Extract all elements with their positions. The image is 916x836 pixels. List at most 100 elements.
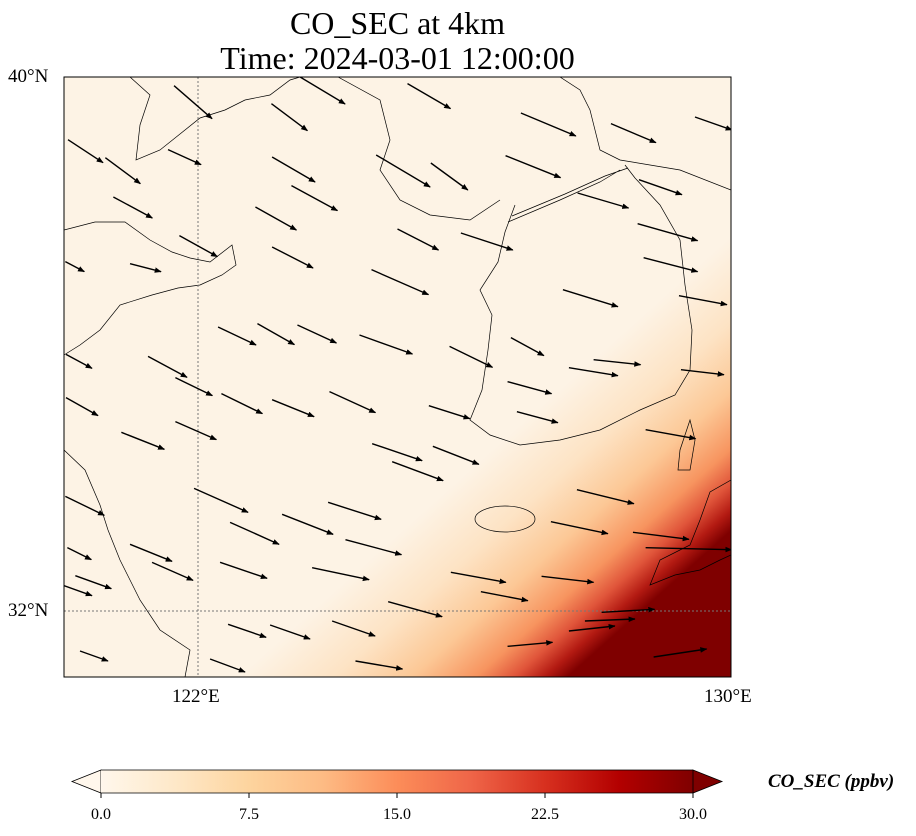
wind-vector-arrow [480, 590, 529, 603]
chart-subtitle-time: Time: 2024-03-01 12:00:00 [220, 40, 575, 76]
colorbar-gradient [101, 770, 693, 793]
wind-vector-arrow [311, 566, 370, 582]
wind-vector-arrow [568, 366, 619, 378]
wind-vector-arrow [219, 561, 268, 579]
wind-vector-arrow [645, 428, 697, 441]
colorbar-tick-label: 0.0 [91, 806, 111, 823]
wind-vector-arrow [79, 650, 109, 662]
wind-vector-arrow [269, 624, 311, 640]
wind-vector-arrow [104, 157, 141, 185]
wind-vector-arrow [643, 256, 699, 273]
wind-vector-arrow [428, 404, 471, 420]
wind-vector-arrow [355, 660, 404, 671]
wind-vector-arrow [179, 235, 219, 258]
wind-vector-arrow [638, 179, 683, 196]
chart-title: CO_SEC at 4km [289, 5, 506, 41]
wind-vector-arrow [271, 399, 315, 418]
wind-vector-arrow [331, 620, 376, 637]
wind-vector-arrow [175, 421, 218, 441]
wind-vector-arrow [75, 575, 112, 590]
wind-vector-arrow [397, 228, 440, 251]
wind-vector-arrow [175, 377, 214, 397]
wind-vector-arrow [637, 222, 699, 242]
wind-vector-arrow [520, 112, 577, 137]
concentration-field [64, 77, 731, 677]
wind-vector-arrow [271, 103, 308, 132]
wind-vector-arrow [227, 623, 267, 638]
wind-vector-arrow [193, 487, 249, 513]
wind-vector-arrow [65, 353, 93, 369]
wind-vector-arrow [113, 196, 153, 219]
colorbar-extend-max [692, 769, 724, 794]
colorbar-tick-label: 22.5 [531, 806, 559, 823]
colorbar-tick-label: 7.5 [239, 806, 259, 823]
wind-vector-arrow [550, 520, 609, 536]
wind-vector-arrow [329, 391, 377, 414]
wind-vector-arrow [291, 185, 339, 212]
wind-vectors [64, 77, 731, 673]
wind-vector-arrow [327, 501, 382, 521]
lon-label-122e: 122°E [172, 686, 220, 707]
wind-vector-arrow [507, 380, 553, 395]
wind-vector-arrow [407, 83, 452, 110]
map-plot-area [64, 77, 731, 677]
wind-vector-arrow [449, 345, 494, 368]
gridlines [64, 77, 731, 677]
wind-vector-arrow [129, 262, 162, 273]
wind-vector-arrow [167, 149, 202, 166]
wind-vector-arrow [147, 355, 188, 378]
wind-vector-arrow [371, 269, 430, 296]
wind-vector-arrow [541, 575, 595, 585]
wind-vector-arrow [281, 513, 334, 535]
wind-vector-arrow [345, 538, 403, 556]
map-frame [63, 76, 732, 678]
wind-vector-arrow [577, 192, 630, 209]
lat-label-40n: 40°N [8, 66, 49, 87]
wind-vector-arrow [255, 206, 298, 231]
wind-vector-arrow [67, 139, 104, 164]
wind-vector-arrow [371, 443, 423, 462]
wind-vector-arrow [593, 358, 642, 367]
wind-vector-arrow [271, 246, 314, 269]
wind-vector-arrow [601, 606, 656, 614]
wind-vector-arrow [694, 116, 731, 131]
wind-vector-arrow [645, 546, 731, 553]
wind-vector-arrow [221, 393, 264, 415]
colorbar-tick-label: 15.0 [383, 806, 411, 823]
wind-vector-arrow [610, 123, 657, 144]
wind-vector-arrow [375, 154, 431, 188]
wind-vector-arrow [576, 488, 635, 505]
wind-vector-arrow [568, 623, 616, 632]
coastlines [64, 77, 731, 677]
wind-vector-arrow [65, 261, 85, 273]
colorbar-extend-min [70, 769, 102, 794]
wind-vector-arrow [217, 326, 257, 346]
colorbar-tick-label: 30.0 [679, 806, 707, 823]
wind-vector-arrow [653, 647, 708, 658]
wind-vector-arrow [65, 495, 105, 516]
wind-vector-arrow [632, 531, 690, 542]
wind-vector-arrow [297, 324, 338, 344]
wind-vector-arrow [65, 397, 99, 417]
wind-vector-arrow [584, 616, 636, 623]
wind-vector-arrow [562, 288, 619, 308]
wind-vector-arrow [151, 561, 194, 581]
wind-vector-arrow [678, 294, 728, 307]
colorbar-label: CO_SEC (ppbv) [768, 771, 895, 792]
lat-label-32n: 32°N [8, 600, 49, 621]
wind-vector-arrow [209, 658, 246, 673]
wind-vector-arrow [229, 521, 280, 545]
wind-vector-arrow [391, 461, 444, 482]
wind-vector-arrow [516, 410, 559, 424]
wind-vector-arrow [430, 162, 469, 191]
wind-vector-arrow [121, 431, 166, 450]
wind-vector-arrow [299, 77, 346, 105]
wind-vector-arrow [173, 85, 213, 120]
wind-vector-arrow [257, 323, 296, 346]
wind-vector-arrow [432, 445, 480, 465]
wind-vector-arrow [387, 600, 443, 618]
wind-vector-arrow [64, 585, 93, 597]
wind-vector-arrow [450, 571, 507, 584]
lon-label-130e: 130°E [704, 686, 752, 707]
